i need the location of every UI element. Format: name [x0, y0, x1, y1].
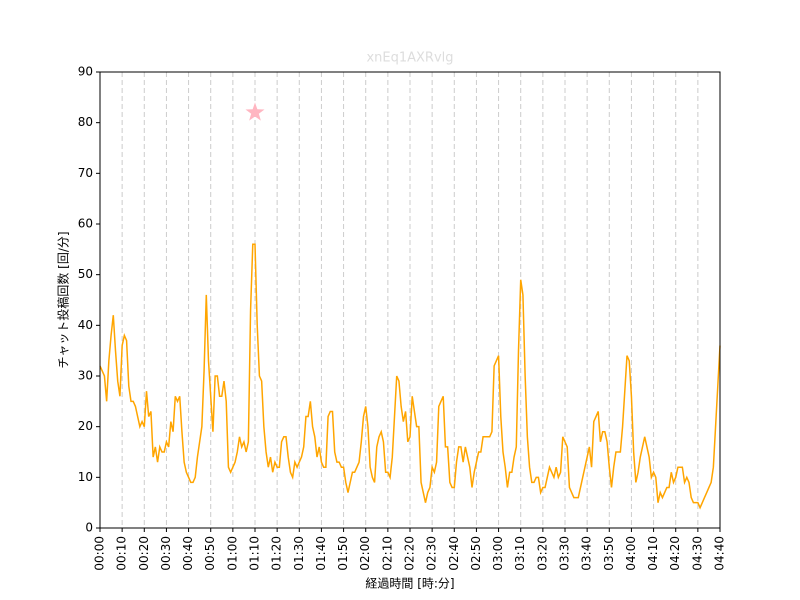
x-tick-label: 01:50 [336, 536, 350, 571]
y-tick-label: 60 [78, 217, 93, 231]
x-tick-label: 04:00 [624, 536, 638, 571]
x-tick-label: 03:20 [535, 536, 549, 571]
y-tick-label: 40 [78, 318, 93, 332]
x-tick-label: 01:20 [270, 536, 284, 571]
y-tick-label: 90 [78, 65, 93, 79]
x-tick-label: 02:20 [403, 536, 417, 571]
x-tick-label: 03:40 [580, 536, 594, 571]
x-tick-label: 02:40 [447, 536, 461, 571]
y-tick-label: 70 [78, 166, 93, 180]
data-line [99, 243, 721, 510]
x-tick-label: 03:10 [513, 536, 527, 571]
x-tick-label: 00:10 [115, 536, 129, 571]
x-tick-label: 04:30 [690, 536, 704, 571]
y-tick-label: 50 [78, 267, 93, 281]
x-tick-label: 00:50 [203, 536, 217, 571]
y-tick-label: 20 [78, 419, 93, 433]
x-tick-label: 03:30 [558, 536, 572, 571]
x-axis-label: 経過時間 [時:分] [365, 577, 454, 591]
plot-frame [99, 71, 721, 529]
y-tick-label: 0 [85, 521, 93, 535]
x-tick-label: 04:10 [646, 536, 660, 571]
y-tick-label: 30 [78, 369, 93, 383]
y-axis-label: チャット投稿回数 [回/分] [56, 231, 71, 368]
y-tick-label: 10 [78, 470, 93, 484]
x-tick-label: 03:50 [602, 536, 616, 571]
x-tick-label: 01:30 [292, 536, 306, 571]
x-tick-label: 00:20 [137, 536, 151, 571]
x-tick-label: 02:10 [380, 536, 394, 571]
x-tick-label: 02:00 [358, 536, 372, 571]
x-tick-label: 01:00 [225, 536, 239, 571]
x-tick-label: 00:40 [181, 536, 195, 571]
highlight-star [245, 102, 265, 121]
x-tick-label: 00:30 [159, 536, 173, 571]
x-tick-label: 01:10 [248, 536, 262, 571]
x-tick-label: 03:00 [491, 536, 505, 571]
x-tick-label: 04:20 [668, 536, 682, 571]
chart-title: xnEq1AXRvlg [366, 51, 453, 66]
x-tick-label: 00:00 [93, 536, 107, 571]
x-tick-label: 01:40 [314, 536, 328, 571]
x-tick-label: 02:30 [425, 536, 439, 571]
x-tick-label: 02:50 [469, 536, 483, 571]
x-tick-label: 04:40 [713, 536, 727, 571]
y-tick-label: 80 [78, 115, 93, 129]
